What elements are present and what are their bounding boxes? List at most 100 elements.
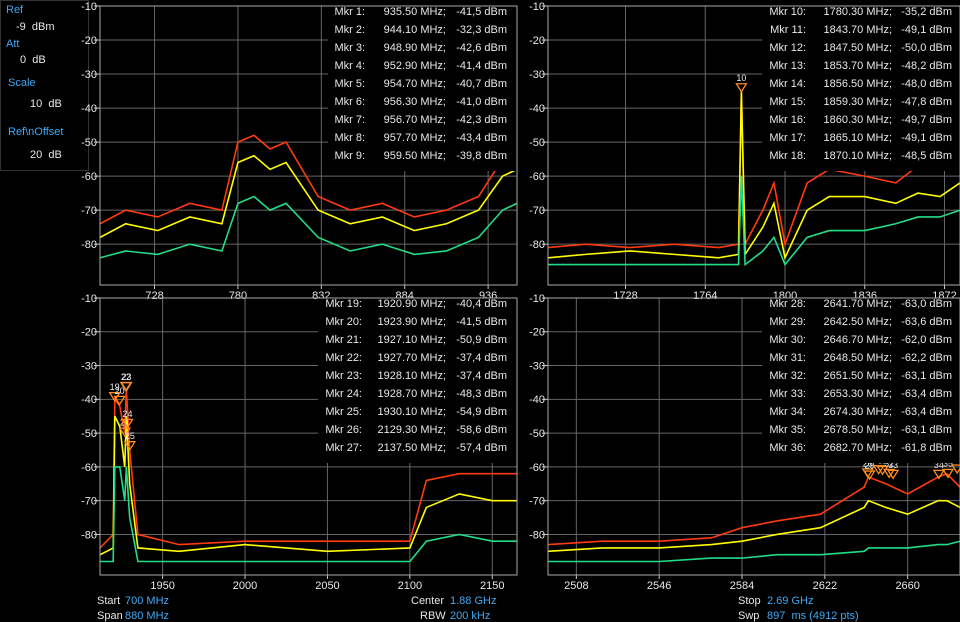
y-tick-label: -60 bbox=[529, 171, 545, 183]
trace bbox=[548, 91, 960, 261]
marker-name: Mkr 8: bbox=[334, 132, 365, 144]
marker bbox=[886, 469, 900, 480]
marker-level: -57,4 dBm bbox=[456, 442, 507, 454]
marker-name: Mkr 13: bbox=[769, 60, 806, 72]
y-tick-label: -10 bbox=[81, 1, 97, 13]
marker-number: 23 bbox=[122, 372, 132, 382]
ref-label: Ref bbox=[6, 4, 24, 16]
marker-freq: 1927.10 MHz; bbox=[378, 334, 446, 346]
trace bbox=[100, 134, 517, 225]
start-label: Start bbox=[97, 595, 120, 607]
y-tick-label: -50 bbox=[81, 137, 97, 149]
y-tick-label: -80 bbox=[529, 529, 545, 541]
marker-number: 10 bbox=[736, 73, 746, 83]
att-value: 0 dB bbox=[20, 54, 46, 66]
swp-label: Swp bbox=[738, 610, 759, 622]
marker-freq: 2682.70 MHz; bbox=[824, 442, 892, 454]
y-tick-label: -40 bbox=[529, 103, 545, 115]
marker-level: -37,4 dBm bbox=[456, 370, 507, 382]
marker-name: Mkr 14: bbox=[769, 78, 806, 90]
marker-name: Mkr 4: bbox=[334, 60, 365, 72]
x-tick-label: 1950 bbox=[150, 580, 174, 592]
x-tick-label: 780 bbox=[229, 290, 247, 302]
marker-number: 33 bbox=[888, 460, 898, 470]
marker-freq: 2642.50 MHz; bbox=[824, 316, 892, 328]
marker-level: -48,3 dBm bbox=[456, 388, 507, 400]
marker bbox=[863, 470, 876, 481]
x-tick-label: 2622 bbox=[813, 580, 837, 592]
marker-name: Mkr 12: bbox=[769, 42, 806, 54]
marker-freq: 2651.50 MHz; bbox=[824, 370, 892, 382]
marker-level: -63,1 dBm bbox=[901, 370, 952, 382]
marker-number: 29 bbox=[865, 460, 875, 470]
marker-level: -35,2 dBm bbox=[901, 6, 952, 18]
marker-name: Mkr 17: bbox=[769, 132, 806, 144]
marker-name: Mkr 23: bbox=[325, 370, 362, 382]
marker-name: Mkr 15: bbox=[769, 96, 806, 108]
marker-freq: 1843.70 MHz; bbox=[824, 24, 892, 36]
y-tick-label: -10 bbox=[529, 293, 545, 305]
y-tick-label: -40 bbox=[529, 394, 545, 406]
marker-level: -39,8 dBm bbox=[456, 150, 507, 162]
marker bbox=[932, 469, 946, 480]
trace bbox=[548, 472, 960, 546]
panel-border bbox=[99, 5, 518, 286]
marker-name: Mkr 20: bbox=[325, 316, 362, 328]
marker-level: -48,2 dBm bbox=[901, 60, 952, 72]
marker-name: Mkr 19: bbox=[325, 298, 362, 310]
y-tick-label: -20 bbox=[529, 35, 545, 47]
marker-level: -63,0 dBm bbox=[901, 298, 952, 310]
y-tick-label: -30 bbox=[529, 360, 545, 372]
y-tick-label: -10 bbox=[529, 1, 545, 13]
trace bbox=[548, 499, 960, 553]
swp-value: 897 ms (4912 pts) bbox=[767, 610, 859, 622]
marker bbox=[120, 381, 133, 392]
marker-freq: 1847.50 MHz; bbox=[824, 42, 892, 54]
marker-table bbox=[762, 298, 960, 463]
marker-name: Mkr 24: bbox=[325, 388, 362, 400]
y-tick-label: -70 bbox=[81, 205, 97, 217]
panel-border bbox=[547, 5, 960, 286]
x-tick-label: 2584 bbox=[730, 580, 754, 592]
marker-level: -48,5 dBm bbox=[901, 150, 952, 162]
marker-level: -41,5 dBm bbox=[456, 6, 507, 18]
marker-level: -42,6 dBm bbox=[456, 42, 507, 54]
trace bbox=[100, 415, 517, 556]
marker-name: Mkr 26: bbox=[325, 424, 362, 436]
sidebar bbox=[0, 0, 89, 171]
marker-number: 19 bbox=[110, 382, 120, 392]
y-tick-label: -20 bbox=[529, 327, 545, 339]
y-tick-label: -60 bbox=[81, 462, 97, 474]
marker-freq: 1856.50 MHz; bbox=[824, 78, 892, 90]
trace bbox=[548, 540, 960, 563]
marker-name: Mkr 16: bbox=[769, 114, 806, 126]
marker-name: Mkr 28: bbox=[769, 298, 806, 310]
y-tick-label: -60 bbox=[81, 171, 97, 183]
marker-level: -41,4 dBm bbox=[456, 60, 507, 72]
marker bbox=[113, 395, 126, 406]
marker-level: -40,7 dBm bbox=[456, 78, 507, 90]
marker-level: -63,4 dBm bbox=[901, 388, 952, 400]
marker-freq: 2653.30 MHz; bbox=[824, 388, 892, 400]
trace bbox=[548, 91, 960, 249]
y-tick-label: -20 bbox=[81, 35, 97, 47]
marker-freq: 2648.50 MHz; bbox=[824, 352, 892, 364]
marker-freq: 1930.10 MHz; bbox=[378, 406, 446, 418]
marker-number: 35 bbox=[943, 459, 953, 469]
marker-name: Mkr 29: bbox=[769, 316, 806, 328]
marker-name: Mkr 21: bbox=[325, 334, 362, 346]
marker-name: Mkr 1: bbox=[334, 6, 365, 18]
y-tick-label: -30 bbox=[81, 69, 97, 81]
marker-level: -62,2 dBm bbox=[901, 352, 952, 364]
trace bbox=[100, 466, 517, 563]
marker-freq: 948.90 MHz; bbox=[384, 42, 446, 54]
marker-name: Mkr 2: bbox=[334, 24, 365, 36]
marker-level: -54,9 dBm bbox=[456, 406, 507, 418]
marker-number: 24 bbox=[123, 409, 133, 419]
x-tick-label: 1728 bbox=[613, 290, 637, 302]
y-tick-label: -50 bbox=[529, 137, 545, 149]
plot: 282930313233343536 bbox=[548, 298, 960, 575]
x-tick-label: 2000 bbox=[233, 580, 257, 592]
